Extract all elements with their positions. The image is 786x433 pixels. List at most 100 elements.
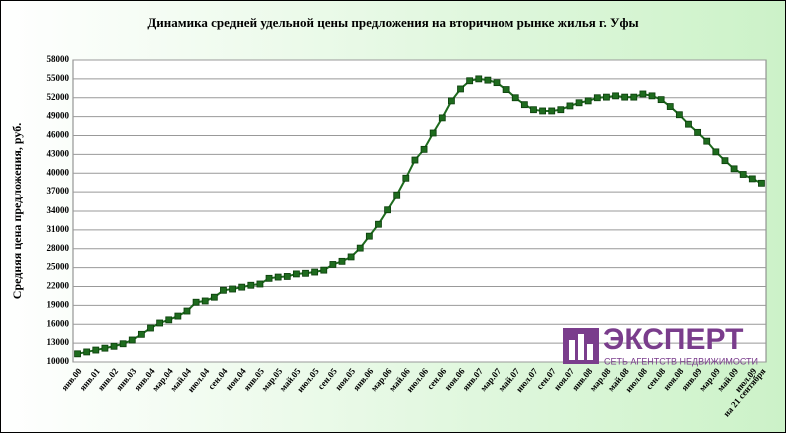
data-marker: [356, 244, 364, 252]
data-marker: [466, 77, 474, 85]
data-marker: [274, 273, 282, 281]
logo-icon: [587, 344, 593, 360]
data-marker: [539, 107, 546, 115]
data-marker: [137, 330, 145, 338]
data-marker: [630, 93, 638, 101]
data-marker: [119, 340, 127, 348]
data-marker: [393, 191, 401, 199]
data-marker: [657, 96, 665, 104]
chart-title: Динамика средней удельной цены предложен…: [147, 15, 638, 30]
data-marker: [165, 316, 173, 324]
data-marker: [74, 350, 81, 358]
data-marker: [484, 76, 492, 84]
data-marker: [338, 257, 346, 265]
data-marker: [229, 285, 236, 293]
data-marker: [238, 283, 246, 291]
logo-icon: [569, 340, 575, 360]
data-marker: [511, 94, 519, 102]
y-tick-label: 19000: [47, 299, 70, 309]
data-marker: [703, 137, 711, 145]
data-marker: [128, 336, 136, 344]
data-marker: [666, 103, 674, 110]
data-marker: [712, 148, 720, 156]
data-marker: [192, 298, 200, 306]
y-tick-label: 55000: [47, 73, 70, 83]
data-marker: [210, 293, 218, 301]
data-marker: [347, 253, 355, 261]
data-marker: [402, 174, 410, 182]
data-marker: [685, 120, 692, 128]
data-marker: [603, 93, 610, 101]
data-marker: [302, 269, 309, 277]
y-tick-label: 10000: [47, 356, 70, 366]
y-tick-label: 46000: [47, 130, 70, 140]
data-marker: [739, 171, 747, 178]
data-marker: [375, 220, 382, 228]
data-marker: [758, 179, 765, 187]
y-tick-label: 43000: [47, 148, 70, 158]
data-marker: [493, 79, 501, 87]
data-marker: [420, 145, 428, 153]
data-marker: [575, 99, 583, 107]
data-marker: [293, 270, 300, 278]
data-marker: [721, 157, 729, 165]
data-marker: [320, 266, 328, 274]
data-marker: [174, 312, 182, 320]
data-marker: [83, 348, 91, 356]
data-marker: [557, 106, 565, 114]
y-tick-label: 34000: [47, 205, 70, 215]
data-marker: [520, 101, 528, 109]
data-marker: [283, 273, 291, 280]
y-tick-label: 37000: [47, 186, 70, 196]
y-tick-label: 22000: [47, 281, 70, 291]
data-marker: [183, 307, 191, 315]
data-marker: [530, 106, 537, 114]
logo-icon: [578, 334, 584, 360]
data-marker: [457, 85, 464, 93]
y-tick-label: 31000: [47, 224, 70, 234]
logo: ЭКСПЕРТ СЕТЬ АГЕНТСТВ НЕДВИЖИМОСТИ: [563, 323, 758, 366]
data-marker: [621, 93, 629, 101]
data-marker: [110, 342, 118, 350]
data-marker: [694, 128, 702, 136]
y-tick-label: 13000: [47, 337, 70, 347]
data-marker: [147, 324, 154, 332]
data-marker: [566, 102, 574, 110]
data-marker: [92, 346, 100, 354]
data-marker: [448, 97, 455, 105]
data-marker: [411, 156, 419, 164]
logo-tagline: СЕТЬ АГЕНТСТВ НЕДВИЖИМОСТИ: [604, 356, 758, 366]
data-marker: [329, 261, 337, 268]
data-marker: [256, 280, 264, 288]
y-tick-label: 16000: [47, 318, 70, 328]
data-marker: [384, 206, 391, 214]
data-marker: [584, 97, 592, 105]
data-marker: [311, 268, 319, 276]
data-marker: [648, 92, 656, 100]
data-marker: [639, 90, 647, 98]
y-tick-label: 40000: [47, 167, 70, 177]
data-marker: [156, 319, 164, 327]
data-marker: [548, 107, 556, 115]
data-marker: [365, 232, 373, 240]
data-marker: [201, 297, 209, 305]
y-tick-label: 28000: [47, 243, 70, 253]
logo-name: ЭКСПЕРТ: [603, 323, 743, 356]
data-line: [77, 77, 762, 355]
data-marker: [438, 114, 446, 122]
data-marker: [730, 165, 738, 173]
data-marker: [101, 344, 109, 352]
data-marker: [675, 111, 683, 119]
y-tick-label: 25000: [47, 262, 70, 272]
y-tick-label: 49000: [47, 111, 70, 121]
y-axis-label: Средняя цена предложения, руб.: [10, 123, 24, 299]
data-marker: [475, 75, 483, 83]
data-marker: [612, 92, 619, 100]
data-marker: [502, 86, 510, 93]
y-tick-label: 52000: [47, 92, 70, 102]
data-marker: [220, 286, 227, 294]
data-marker: [265, 274, 273, 282]
data-marker: [593, 94, 601, 102]
data-marker: [247, 281, 255, 289]
